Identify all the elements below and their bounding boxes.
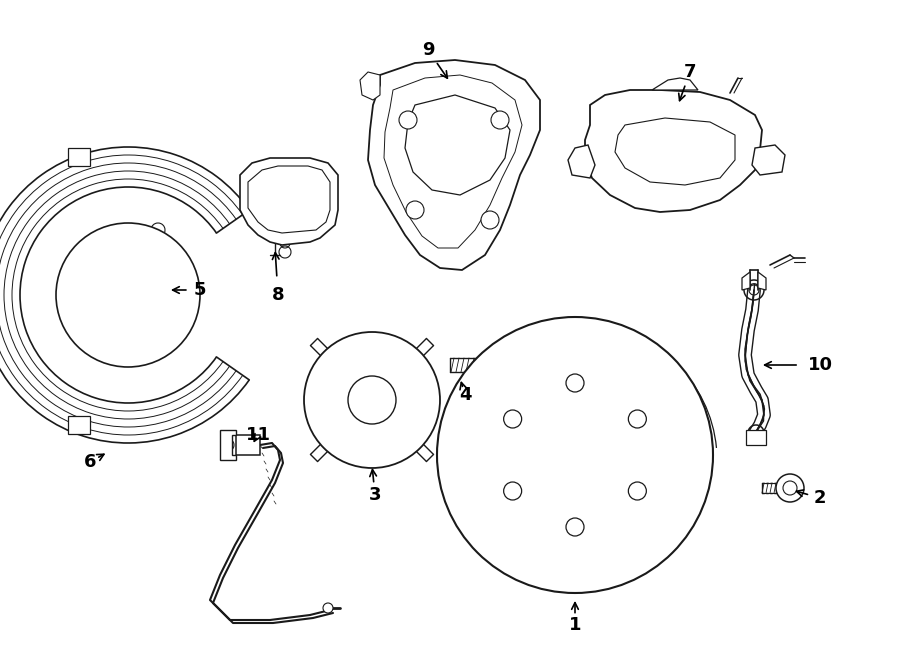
- Text: 11: 11: [246, 426, 271, 444]
- Circle shape: [628, 482, 646, 500]
- Circle shape: [323, 603, 333, 613]
- Polygon shape: [240, 158, 338, 245]
- Circle shape: [348, 376, 396, 424]
- Circle shape: [783, 481, 797, 495]
- Polygon shape: [236, 435, 260, 455]
- Polygon shape: [248, 166, 330, 233]
- Polygon shape: [68, 416, 90, 434]
- Polygon shape: [220, 430, 236, 460]
- Polygon shape: [405, 95, 510, 195]
- Polygon shape: [368, 60, 540, 270]
- Circle shape: [406, 201, 424, 219]
- Polygon shape: [742, 272, 750, 290]
- Polygon shape: [615, 118, 735, 185]
- Text: 8: 8: [272, 286, 284, 304]
- Text: 3: 3: [369, 486, 382, 504]
- Polygon shape: [758, 272, 766, 290]
- Circle shape: [566, 518, 584, 536]
- Polygon shape: [585, 90, 762, 212]
- Circle shape: [776, 474, 804, 502]
- Circle shape: [491, 111, 509, 129]
- Text: 10: 10: [807, 356, 833, 374]
- Polygon shape: [360, 72, 380, 100]
- Text: 2: 2: [814, 489, 826, 507]
- Polygon shape: [652, 78, 698, 90]
- Text: 1: 1: [569, 616, 581, 634]
- Polygon shape: [752, 145, 785, 175]
- Circle shape: [304, 332, 440, 468]
- Circle shape: [437, 317, 713, 593]
- Circle shape: [504, 410, 522, 428]
- Circle shape: [481, 211, 499, 229]
- Text: 5: 5: [194, 281, 206, 299]
- Polygon shape: [384, 75, 522, 248]
- Circle shape: [504, 482, 522, 500]
- Text: 7: 7: [684, 63, 697, 81]
- Polygon shape: [68, 148, 90, 166]
- Polygon shape: [746, 430, 766, 445]
- Text: 4: 4: [459, 386, 472, 404]
- Polygon shape: [568, 145, 595, 178]
- Circle shape: [56, 223, 200, 367]
- Circle shape: [399, 111, 417, 129]
- Text: 6: 6: [84, 453, 96, 471]
- Circle shape: [628, 410, 646, 428]
- Circle shape: [566, 374, 584, 392]
- Text: 9: 9: [422, 41, 434, 59]
